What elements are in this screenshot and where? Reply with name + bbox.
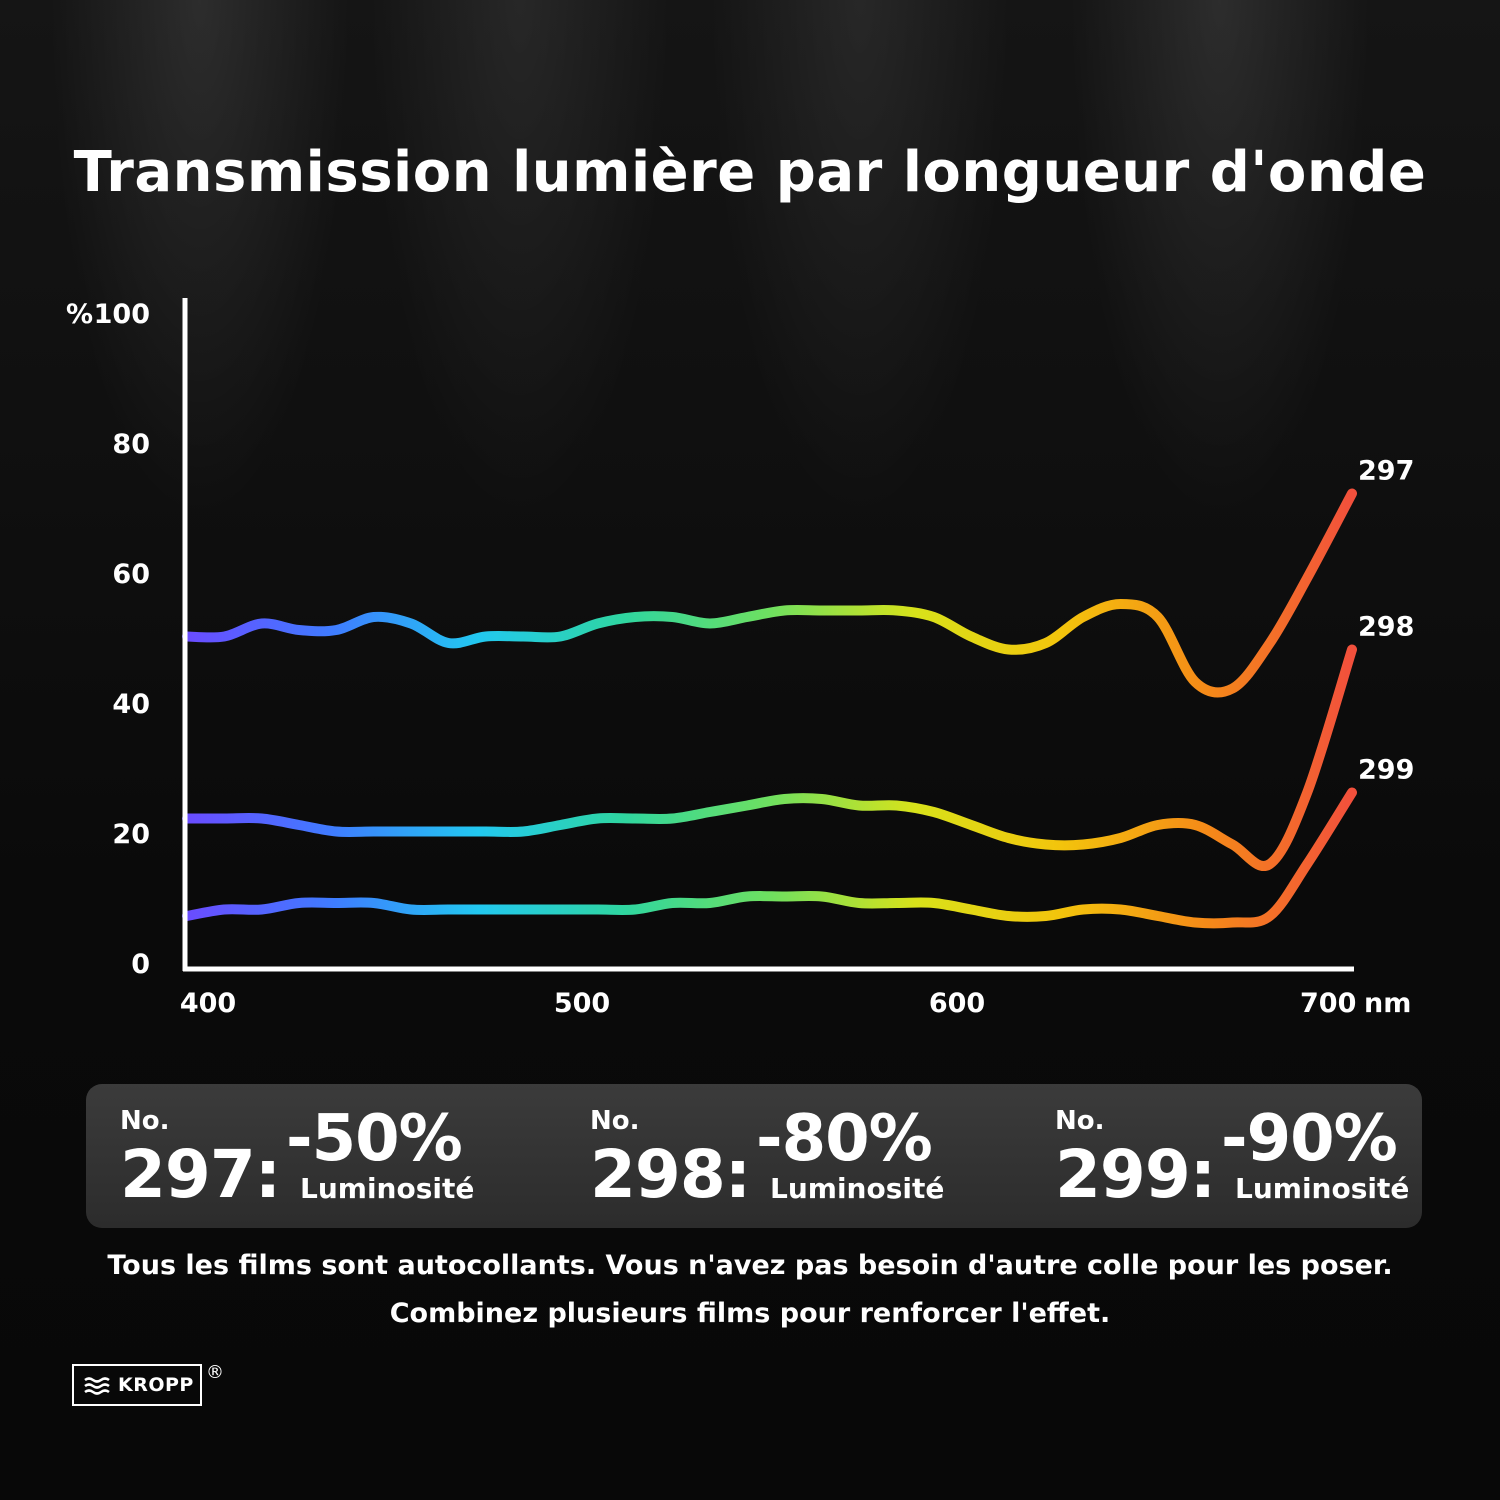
registered-mark: ® xyxy=(206,1362,224,1383)
series-line-299 xyxy=(182,787,1357,929)
waves-icon xyxy=(84,1377,110,1395)
brand-logo: KROPP xyxy=(72,1364,202,1406)
chart-title: Transmission lumière par longueur d'onde xyxy=(73,140,1427,205)
product-reduction: -80% xyxy=(756,1102,933,1176)
series-end-labels: 297 298 299 xyxy=(1358,456,1414,786)
x-tick-label: 500 xyxy=(554,988,610,1019)
product-no-label: No. xyxy=(1055,1106,1105,1136)
y-tick-label: 80 xyxy=(112,429,150,460)
product-card-298: No. 298: -80% Luminosité xyxy=(556,1084,1001,1228)
product-summary-panel: No. 297: -50% Luminosité No. 298: -80% L… xyxy=(86,1084,1422,1228)
y-axis-unit: % xyxy=(66,299,93,330)
product-no-label: No. xyxy=(590,1106,640,1136)
series-line-298 xyxy=(182,644,1357,871)
product-no-label: No. xyxy=(120,1106,170,1136)
line-chart: % 100 80 60 40 20 0 400 500 600 700 nm 2… xyxy=(66,298,1414,1019)
brand-name: KROPP xyxy=(118,1374,194,1396)
product-reduction: -50% xyxy=(286,1102,463,1176)
product-number: 299: xyxy=(1055,1136,1216,1213)
y-tick-label: 60 xyxy=(112,559,150,590)
x-tick-label: 700 xyxy=(1300,988,1356,1019)
product-caption: Luminosité xyxy=(1235,1172,1410,1205)
product-caption: Luminosité xyxy=(300,1172,475,1205)
series-line-297 xyxy=(182,488,1357,698)
product-caption: Luminosité xyxy=(770,1172,945,1205)
y-tick-label: 40 xyxy=(112,689,150,720)
y-tick-label: 0 xyxy=(131,949,150,980)
x-tick-label: 600 xyxy=(929,988,985,1019)
product-card-297: No. 297: -50% Luminosité xyxy=(86,1084,531,1228)
product-reduction: -90% xyxy=(1221,1102,1398,1176)
y-tick-label: 100 xyxy=(94,299,150,330)
note-line-adhesive: Tous les films sont autocollants. Vous n… xyxy=(107,1250,1393,1281)
y-tick-label: 20 xyxy=(112,819,150,850)
series-curves xyxy=(182,488,1357,929)
series-label-299: 299 xyxy=(1358,755,1414,786)
product-card-299: No. 299: -90% Luminosité xyxy=(1021,1084,1421,1228)
product-number: 297: xyxy=(120,1136,281,1213)
note-line-combine: Combinez plusieurs films pour renforcer … xyxy=(389,1298,1111,1329)
x-axis-unit: nm xyxy=(1364,988,1411,1019)
x-tick-label: 400 xyxy=(180,988,236,1019)
product-number: 298: xyxy=(590,1136,751,1213)
series-label-298: 298 xyxy=(1358,612,1414,643)
series-label-297: 297 xyxy=(1358,456,1414,487)
